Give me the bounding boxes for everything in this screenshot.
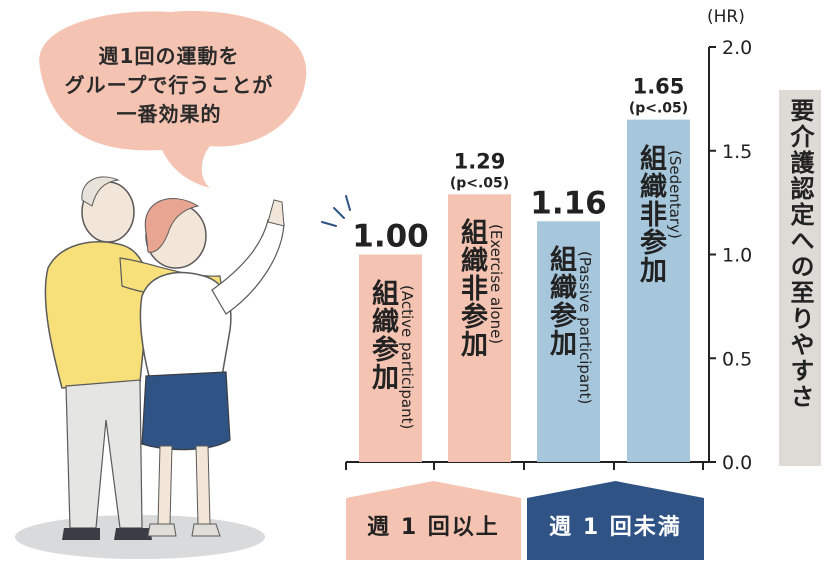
speech-bubble <box>39 11 307 188</box>
bar-label-jp-1: 組織参加 <box>367 278 398 391</box>
y-axis-unit: (HR) <box>707 7 745 27</box>
y-tick-label-1: 0.0 <box>722 452 752 474</box>
emphasis-marks <box>321 195 351 227</box>
bar-label-jp-2: 組織非参加 <box>456 218 487 359</box>
group-shape-2 <box>527 481 704 560</box>
y-tick-label-2: 0.5 <box>722 348 752 370</box>
bar-label-jp-3: 組織参加 <box>545 245 576 358</box>
group-shape-1 <box>346 481 521 560</box>
bar-1 <box>359 254 422 462</box>
callout-line-2: グループで行うことが <box>64 73 274 97</box>
value-label-3: 1.16 <box>530 185 607 221</box>
callout-text: 週1回の運動を グループで行うことが 一番効果的 <box>4 42 334 129</box>
bar-label-en-3: (Passive participant) <box>576 251 594 405</box>
bar-label-en-2: (Exercise alone) <box>487 224 505 345</box>
sig-label-2: (p<.05) <box>450 175 509 191</box>
value-label-4: 1.65 <box>633 75 685 99</box>
callout-line-1: 週1回の運動を <box>98 44 240 68</box>
value-label-2: 1.29 <box>454 149 506 173</box>
y-tick-label-3: 1.0 <box>722 245 752 267</box>
y-axis-label-box: 要介護認定への至りやすさ <box>779 90 821 466</box>
group-label-2: 週 1 回未満 <box>549 515 682 540</box>
bar-label-en-4: (Sedentary) <box>666 149 684 239</box>
value-label-1: 1.00 <box>352 219 429 255</box>
sig-label-4: (p<.05) <box>629 101 688 117</box>
woman-figure <box>139 198 285 537</box>
bar-3 <box>537 221 600 462</box>
y-axis-label: 要介護認定への至りやすさ <box>786 98 814 410</box>
bar-label-jp-4: 組織非参加 <box>635 143 666 284</box>
y-tick-label-5: 2.0 <box>722 37 752 59</box>
bar-4 <box>627 119 690 462</box>
callout-line-3: 一番効果的 <box>116 102 222 126</box>
y-tick-label-4: 1.5 <box>722 141 752 163</box>
bar-2 <box>448 194 511 462</box>
group-label-1: 週 1 回以上 <box>367 515 500 540</box>
bar-label-en-1: (Active participant) <box>398 284 416 429</box>
